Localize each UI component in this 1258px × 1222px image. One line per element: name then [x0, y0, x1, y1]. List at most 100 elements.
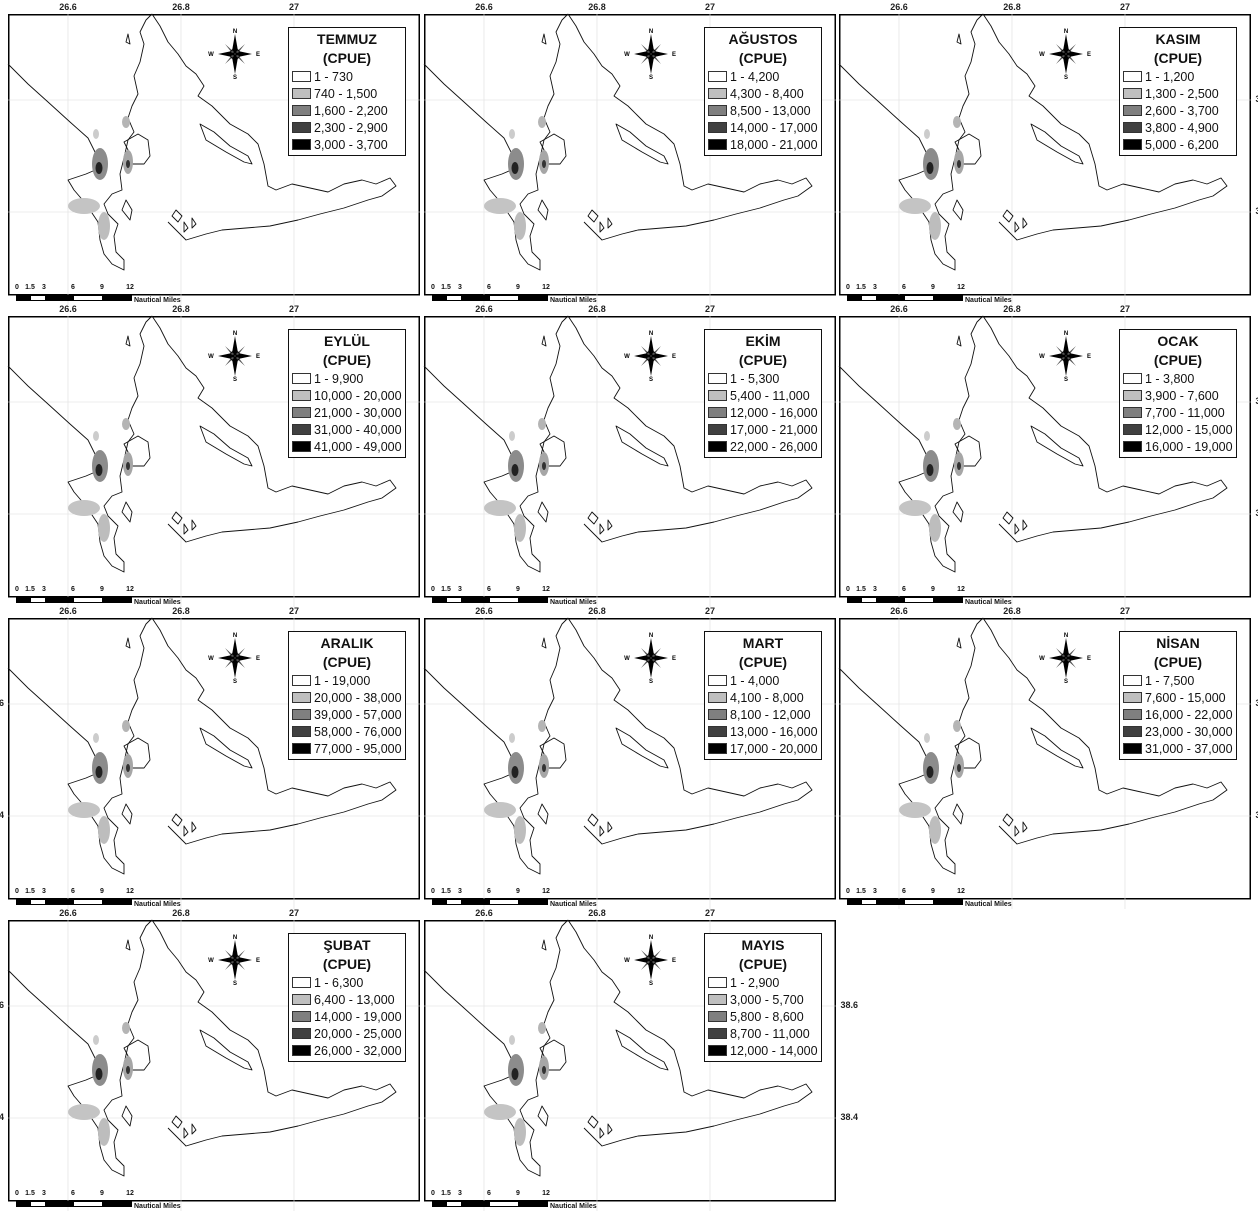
legend-class-label: 5,000 - 6,200 — [1145, 137, 1219, 152]
legend-class-5: 26,000 - 32,000 — [292, 1042, 402, 1059]
lon-tick-26-6: 26.6 — [59, 908, 77, 918]
scale-tick: 3 — [42, 586, 46, 593]
legend-class-3: 8,100 - 12,000 — [708, 706, 818, 723]
scale-bar: 0 1.5 3 6 9 12 Nautical Miles — [431, 1190, 632, 1212]
scale-tick: 6 — [71, 888, 75, 895]
north-arrow-icon: N S W E — [1039, 632, 1093, 685]
cpue-hotspots — [899, 418, 964, 542]
lon-tick-26-8: 26.8 — [172, 908, 190, 918]
compass-w: W — [208, 958, 214, 964]
scale-tick: 0 — [431, 586, 435, 593]
scale-bar: 0 1.5 3 6 9 12 Nautical Miles — [431, 888, 632, 910]
scale-tick: 1.5 — [25, 1190, 35, 1197]
cpue-legend: NİSAN (CPUE) 1 - 7,500 7,600 - 15,000 16… — [1119, 631, 1237, 760]
legend-measure-title: (CPUE) — [322, 956, 372, 972]
lat-tick-partial-top: 6 — [0, 698, 5, 708]
lon-tick-27: 27 — [704, 908, 716, 918]
legend-month-title: NİSAN — [1156, 635, 1200, 651]
cpue-legend: MART (CPUE) 1 - 4,000 4,100 - 8,000 8,10… — [704, 631, 822, 760]
scale-bar: 0 1.5 3 6 9 12 Nautical Miles — [846, 586, 1047, 608]
legend-swatch — [292, 743, 311, 754]
map-panel-temmuz: 26.6 26.8 27 38.6 38.4 6 4 N S W E — [7, 2, 442, 316]
map-panel-aralik: 26.6 26.8 27 38.6 38.4 6 4 N S W E — [0, 606, 442, 920]
scale-tick: 9 — [100, 888, 104, 895]
legend-class-label: 20,000 - 38,000 — [314, 690, 402, 705]
lon-tick-26-8: 26.8 — [588, 606, 606, 616]
legend-swatch — [292, 675, 311, 686]
scale-bar: 0 1.5 3 6 9 12 Nautical Miles — [15, 888, 216, 910]
compass-n: N — [1064, 29, 1068, 35]
legend-class-label: 39,000 - 57,000 — [314, 707, 402, 722]
legend-class-label: 5,400 - 11,000 — [730, 388, 810, 403]
legend-class-1: 1 - 19,000 — [292, 672, 402, 689]
legend-measure-title: (CPUE) — [1153, 654, 1203, 670]
legend-swatch — [708, 441, 727, 452]
legend-swatch — [708, 88, 727, 99]
scale-tick: 12 — [126, 586, 134, 593]
legend-measure-title: (CPUE) — [738, 956, 788, 972]
legend-class-2: 3,000 - 5,700 — [708, 991, 818, 1008]
map-panel-mart: 26.6 26.8 27 38.6 38.4 6 4 N S W E — [423, 606, 858, 920]
compass-e: E — [672, 656, 676, 662]
legend-swatch — [708, 675, 727, 686]
lon-tick-26-8: 26.8 — [1003, 606, 1021, 616]
legend-month-title: MAYIS — [741, 937, 785, 953]
legend-class-1: 1 - 3,800 — [1123, 370, 1233, 387]
scale-tick: 0 — [15, 586, 19, 593]
legend-class-5: 16,000 - 19,000 — [1123, 438, 1233, 455]
lon-tick-27: 27 — [288, 606, 300, 616]
legend-class-label: 8,100 - 12,000 — [730, 707, 811, 722]
compass-e: E — [256, 52, 260, 58]
legend-class-5: 41,000 - 49,000 — [292, 438, 402, 455]
legend-class-3: 5,800 - 8,600 — [708, 1008, 818, 1025]
scale-tick: 6 — [902, 888, 906, 895]
legend-class-label: 31,000 - 40,000 — [314, 422, 402, 437]
legend-swatch — [292, 105, 311, 116]
legend-swatch — [292, 709, 311, 720]
legend-class-label: 10,000 - 20,000 — [314, 388, 402, 403]
legend-class-3: 2,600 - 3,700 — [1123, 102, 1233, 119]
legend-swatch — [1123, 675, 1142, 686]
cpue-hotspots — [68, 116, 133, 240]
scale-tick: 0 — [15, 1190, 19, 1197]
legend-class-label: 1 - 2,900 — [730, 975, 780, 990]
legend-class-label: 8,500 - 13,000 — [730, 103, 811, 118]
cpue-legend: EKİM (CPUE) 1 - 5,300 5,400 - 11,000 12,… — [704, 329, 822, 458]
legend-class-2: 7,600 - 15,000 — [1123, 689, 1233, 706]
scale-bar-graphic — [16, 1201, 132, 1207]
legend-class-4: 8,700 - 11,000 — [708, 1025, 818, 1042]
legend-swatch — [292, 373, 311, 384]
scale-tick: 3 — [458, 1190, 462, 1197]
lat-tick-38-4: 38.4 — [1255, 508, 1258, 518]
legend-class-3: 8,500 - 13,000 — [708, 102, 818, 119]
north-arrow-icon: N S W E — [208, 28, 262, 81]
legend-swatch — [708, 373, 727, 384]
lat-tick-38-6: 38.6 — [1255, 94, 1258, 104]
legend-class-label: 740 - 1,500 — [314, 86, 378, 101]
compass-w: W — [624, 656, 630, 662]
legend-class-2: 4,300 - 8,400 — [708, 85, 818, 102]
compass-w: W — [208, 354, 214, 360]
legend-class-1: 1 - 6,300 — [292, 974, 402, 991]
scale-tick: 1.5 — [441, 284, 451, 291]
lon-tick-26-8: 26.8 — [1003, 304, 1021, 314]
scale-tick: 0 — [431, 284, 435, 291]
legend-class-3: 1,600 - 2,200 — [292, 102, 402, 119]
lon-tick-27: 27 — [288, 2, 300, 12]
legend-class-4: 13,000 - 16,000 — [708, 723, 818, 740]
lon-tick-26-8: 26.8 — [1003, 2, 1021, 12]
lon-tick-26-8: 26.8 — [588, 304, 606, 314]
legend-class-label: 1 - 4,200 — [730, 69, 780, 84]
legend-class-label: 23,000 - 30,000 — [1145, 724, 1233, 739]
legend-class-4: 17,000 - 21,000 — [708, 421, 818, 438]
scale-bar-graphic — [847, 597, 963, 603]
cpue-hotspots — [68, 1022, 133, 1146]
scale-tick: 12 — [542, 284, 550, 291]
lon-tick-27: 27 — [288, 304, 300, 314]
scale-bar-graphic — [432, 1201, 548, 1207]
cpue-legend: TEMMUZ (CPUE) 1 - 730 740 - 1,500 1,600 … — [288, 27, 406, 156]
legend-class-5: 18,000 - 21,000 — [708, 136, 818, 153]
cpue-hotspots — [68, 418, 133, 542]
cpue-legend: EYLÜL (CPUE) 1 - 9,900 10,000 - 20,000 2… — [288, 329, 406, 458]
legend-swatch — [1123, 390, 1142, 401]
